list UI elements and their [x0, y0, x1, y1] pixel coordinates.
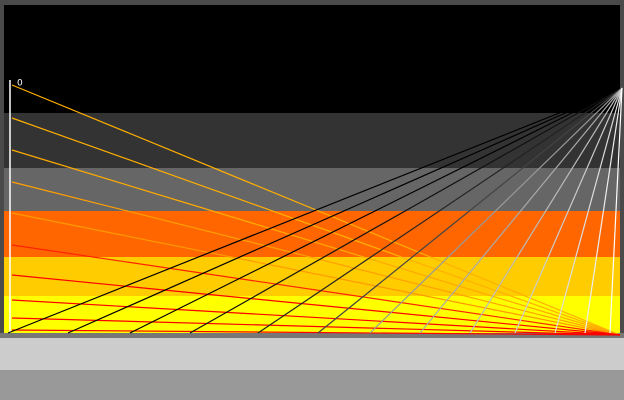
fan-line [257, 87, 623, 334]
fan-line [419, 87, 623, 334]
band-divider [0, 333, 624, 338]
fan-line [11, 212, 621, 336]
band-amber [4, 257, 620, 296]
band-light-gray [0, 338, 624, 370]
fan-line [609, 87, 623, 334]
fan-line [554, 87, 623, 334]
fan-line [189, 87, 623, 334]
fan-line [7, 87, 623, 334]
band-black [4, 5, 620, 113]
fan-line [11, 181, 621, 336]
fan-line [67, 87, 623, 334]
fan-line [11, 244, 621, 336]
fan-line [514, 87, 623, 334]
fan-lines [7, 84, 623, 336]
fan-line [11, 149, 621, 336]
band-mid-gray [0, 370, 624, 400]
fan-line [584, 87, 623, 334]
fan-line [11, 329, 621, 336]
band-orange [4, 211, 620, 257]
fan-line [11, 317, 621, 336]
fan-line [317, 87, 623, 334]
fan-line [11, 117, 621, 336]
fan-line [129, 87, 623, 334]
fan-line [469, 87, 623, 334]
band-dark-gray [4, 113, 620, 168]
fan-line [11, 299, 621, 336]
corner-label: 0 [17, 79, 23, 89]
band-gray [4, 168, 620, 211]
fan-line [369, 87, 623, 334]
